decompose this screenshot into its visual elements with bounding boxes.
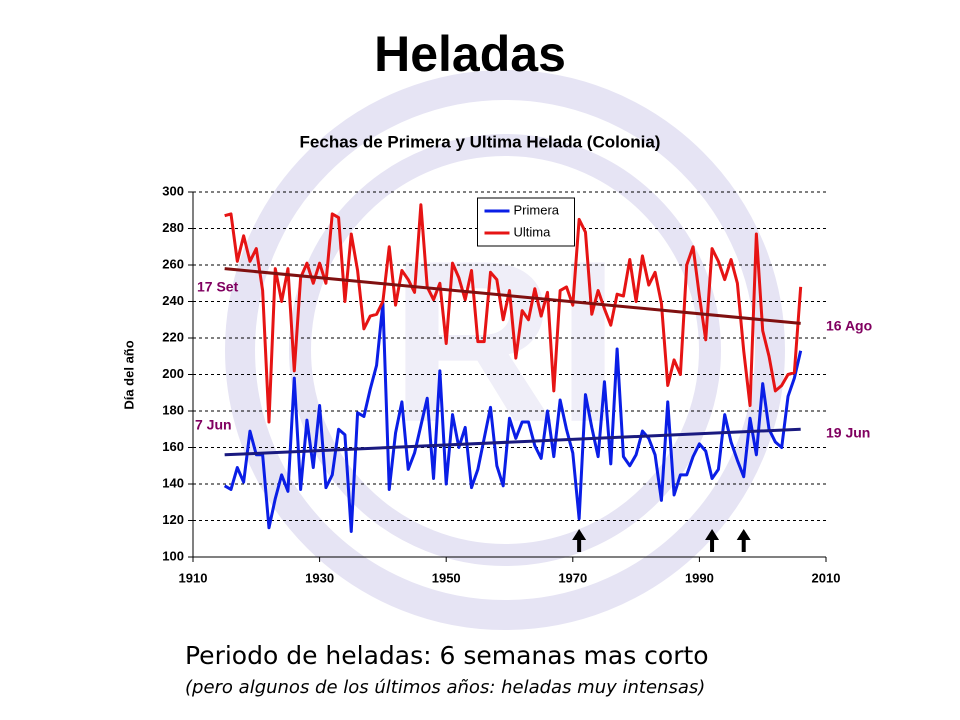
x-tick-label: 2010 [812, 570, 841, 585]
y-axis-label: Día del año [121, 340, 136, 409]
trend-line [224, 267, 801, 325]
legend-label: Primera [514, 202, 560, 217]
y-tick-label: 240 [162, 293, 184, 308]
x-tick-label: 1990 [685, 570, 714, 585]
y-tick-label: 200 [162, 366, 184, 381]
annotation: 17 Set [197, 279, 239, 295]
y-tick-label: 220 [162, 329, 184, 344]
x-tick-label: 1930 [305, 570, 334, 585]
annotation: 16 Ago [826, 318, 872, 334]
arrow [736, 529, 751, 552]
arrow [705, 529, 720, 552]
data-line [223, 301, 803, 533]
annotation: 19 Jun [826, 425, 870, 441]
x-tick-label: 1950 [432, 570, 461, 585]
footer-text: Periodo de heladas: 6 semanas mas corto [185, 641, 709, 670]
legend-label: Ultima [514, 224, 552, 239]
x-tick-label: 1910 [179, 570, 208, 585]
legend-box [477, 197, 575, 247]
data-line [224, 203, 803, 424]
watermark: RI [225, 70, 785, 630]
x-tick-label: 1970 [558, 570, 587, 585]
y-tick-label: 300 [162, 183, 184, 198]
y-tick-label: 260 [162, 256, 184, 271]
chart-title: Fechas de Primera y Ultima Helada (Colon… [300, 132, 661, 151]
y-tick-label: 280 [162, 220, 184, 235]
footer-note: (pero algunos de los últimos años: helad… [185, 677, 705, 698]
y-tick-label: 160 [162, 439, 184, 454]
y-tick-label: 140 [162, 475, 184, 490]
arrow [572, 529, 587, 552]
y-tick-label: 180 [162, 402, 184, 417]
trend-line [224, 427, 801, 457]
y-tick-label: 100 [162, 548, 184, 563]
y-tick-label: 120 [162, 512, 184, 527]
annotation: 7 Jun [195, 417, 232, 433]
slide-title: Heladas [374, 26, 566, 82]
